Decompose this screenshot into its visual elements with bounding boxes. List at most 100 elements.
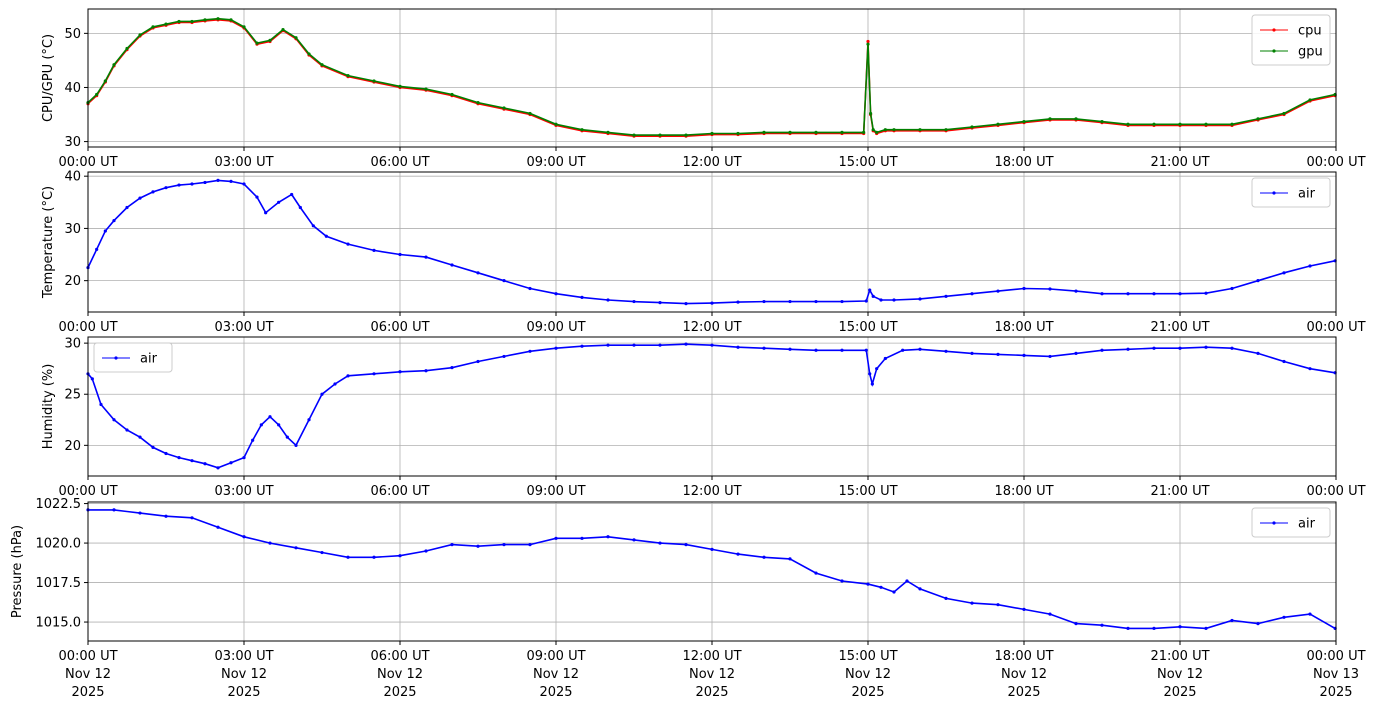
data-point-air xyxy=(346,555,350,559)
data-point-air xyxy=(307,418,311,422)
x-tick-year: 2025 xyxy=(227,685,260,700)
y-tick-label: 1022.5 xyxy=(36,497,82,512)
data-point-gpu xyxy=(580,128,584,132)
data-point-air xyxy=(762,346,766,350)
data-point-air xyxy=(918,297,922,301)
data-point-air xyxy=(871,294,875,298)
y-tick-label: 30 xyxy=(64,337,81,352)
data-point-air xyxy=(892,590,896,594)
data-point-air xyxy=(970,351,974,355)
data-point-air xyxy=(528,286,532,291)
data-point-air xyxy=(1256,622,1260,626)
data-point-air xyxy=(788,347,792,351)
data-point-air xyxy=(311,224,315,228)
x-tick-label: 12:00 UT xyxy=(682,155,741,170)
x-tick-date: Nov 12 xyxy=(689,667,735,682)
panel-2: 20 30 40 00:00 UT 03:00 UT 06:00 UT 09:00 UT 12… xyxy=(41,170,1366,335)
x-tick-label: 09:00 UT xyxy=(526,320,585,335)
data-point-gpu xyxy=(862,130,866,134)
data-point-air xyxy=(1100,623,1104,627)
series-line-air xyxy=(87,343,1336,469)
legend-box xyxy=(93,342,173,373)
legend-label-cpu: cpu xyxy=(1298,24,1322,39)
data-point-air xyxy=(203,180,207,185)
data-point-air xyxy=(788,557,792,561)
data-point-air xyxy=(1308,612,1312,616)
y-axis-label: Humidity (%) xyxy=(41,364,56,450)
data-point-air xyxy=(554,346,558,350)
data-point-air xyxy=(944,294,948,298)
data-point-air xyxy=(1126,292,1130,296)
panel-3: 20 25 30 00:00 UT 03:00 UT 06:00 UT 09:00 UT 12… xyxy=(41,336,1366,499)
data-point-gpu xyxy=(1048,117,1052,121)
data-point-gpu xyxy=(871,128,875,132)
data-point-gpu xyxy=(398,84,402,88)
x-tick-label: 03:00 UT xyxy=(214,320,273,335)
data-point-air xyxy=(996,352,1000,356)
data-point-air xyxy=(216,525,220,529)
data-point-air xyxy=(864,299,868,303)
data-point-air xyxy=(1074,622,1078,626)
data-point-air xyxy=(268,541,272,545)
x-tick-label: 00:00 UT xyxy=(58,320,117,335)
data-point-air xyxy=(1282,359,1286,364)
x-tick-label: 21:00 UT xyxy=(1150,155,1209,170)
x-tick-label: 00:00 UT xyxy=(1306,649,1365,664)
data-point-gpu xyxy=(320,63,324,67)
data-point-air xyxy=(268,415,272,419)
legend-box xyxy=(1251,14,1331,66)
data-point-air xyxy=(103,229,107,233)
legend-marker-air xyxy=(1272,521,1276,525)
data-point-air xyxy=(320,550,324,555)
data-point-air xyxy=(259,423,263,427)
data-point-gpu xyxy=(95,92,99,97)
data-point-gpu xyxy=(918,128,922,132)
x-tick-label: 15:00 UT xyxy=(838,155,897,170)
data-point-air xyxy=(658,343,662,347)
y-axis-label: CPU/GPU (°C) xyxy=(41,34,56,122)
x-tick-label: 21:00 UT xyxy=(1150,649,1209,664)
y-tick-label: 30 xyxy=(64,222,81,237)
data-point-air xyxy=(151,445,155,449)
data-point-gpu xyxy=(840,130,844,134)
x-tick-label: 12:00 UT xyxy=(682,320,741,335)
data-point-air xyxy=(264,211,268,215)
y-tick-label: 1020.0 xyxy=(36,537,82,552)
legend-box xyxy=(1251,507,1331,538)
data-point-cpu xyxy=(866,39,870,44)
data-point-gpu xyxy=(177,19,181,24)
data-point-gpu xyxy=(970,125,974,129)
legend-marker-cpu xyxy=(1272,28,1276,32)
data-point-gpu xyxy=(138,33,142,37)
data-point-air xyxy=(242,182,246,186)
data-point-gpu xyxy=(684,133,688,137)
x-tick-label: 00:00 UT xyxy=(58,155,117,170)
data-point-air xyxy=(203,462,207,466)
data-point-air xyxy=(918,587,922,591)
data-point-air xyxy=(883,356,887,361)
panel-1: 30 40 50 00:00 UT 03:00 UT 06:00 UT 09:00 UT 12… xyxy=(41,8,1366,170)
data-point-air xyxy=(1126,626,1130,630)
x-tick-date: Nov 12 xyxy=(221,667,267,682)
x-tick-year: 2025 xyxy=(1163,685,1196,700)
data-point-gpu xyxy=(1230,122,1234,126)
data-point-air xyxy=(255,195,259,199)
data-point-air xyxy=(164,514,168,518)
data-point-air xyxy=(151,190,155,194)
data-point-air xyxy=(1152,292,1156,296)
x-tick-label: 00:00 UT xyxy=(1306,155,1365,170)
data-point-air xyxy=(996,603,1000,607)
data-point-gpu xyxy=(814,130,818,134)
data-point-air xyxy=(277,200,281,204)
x-tick-label: 06:00 UT xyxy=(370,320,429,335)
data-point-air xyxy=(840,299,844,304)
data-point-air xyxy=(1022,353,1026,357)
x-tick-label: 00:00 UT xyxy=(1306,484,1365,499)
data-point-gpu xyxy=(658,133,662,137)
x-tick-label: 06:00 UT xyxy=(370,649,429,664)
data-point-air xyxy=(216,466,220,470)
y-tick-label: 20 xyxy=(64,274,81,289)
x-tick-year: 2025 xyxy=(695,685,728,700)
data-point-air xyxy=(99,402,103,407)
data-point-air xyxy=(1204,626,1208,630)
